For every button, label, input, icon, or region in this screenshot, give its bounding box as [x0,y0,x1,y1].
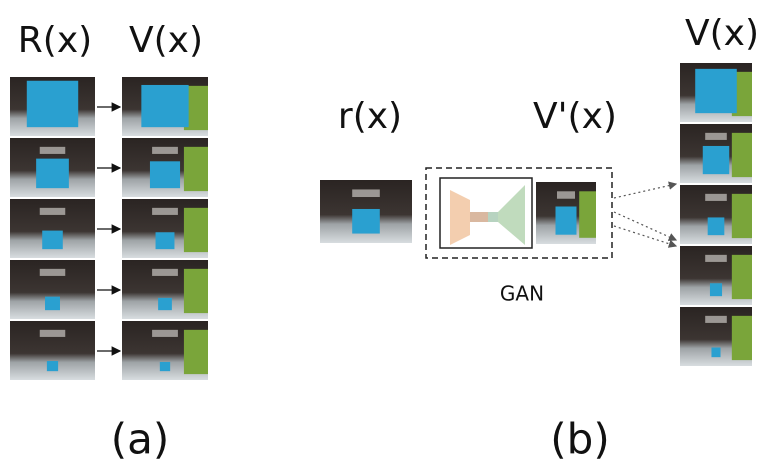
label: V(x) [685,13,759,54]
photo [122,321,208,380]
sofa [184,269,208,313]
label: V'(x) [533,96,617,137]
box [45,297,60,310]
label: V(x) [129,20,203,61]
window [40,330,66,337]
photo [122,77,208,136]
network-icon [450,185,525,245]
box [352,209,380,234]
photo [680,185,752,244]
caption: (b) [550,415,609,464]
box [708,217,725,235]
label: R(x) [18,20,92,61]
box [710,283,722,296]
window [705,194,727,201]
box [150,161,180,188]
photo [680,63,752,122]
box [158,298,172,310]
window [705,255,727,262]
box [27,81,78,127]
sofa [184,208,208,252]
photo [680,307,752,366]
photo [10,138,95,197]
sofa [732,133,752,177]
dotted-arrow [614,212,676,240]
window [705,133,727,140]
sofa [732,316,752,360]
sofa [184,330,208,374]
photo [10,77,95,136]
label: GAN [500,282,544,306]
window [40,208,66,215]
photo [320,180,412,243]
photo [10,260,95,319]
dotted-arrow [614,184,676,198]
window [557,191,575,198]
sofa [184,147,208,191]
box [156,232,175,249]
window [40,147,66,154]
window [152,269,178,276]
window [152,330,178,337]
photo [680,124,752,183]
photo [536,182,596,244]
box [556,206,577,234]
window [705,316,727,323]
label: r(x) [338,96,402,137]
box [47,361,58,371]
box [695,69,737,113]
photo [122,260,208,319]
window [152,208,178,215]
sofa [579,191,596,238]
box [703,146,729,174]
box [141,85,188,127]
dotted-arrow [614,226,676,246]
window [40,269,66,276]
caption: (a) [111,415,170,464]
window [352,189,380,197]
box [160,362,170,371]
figure: R(x) V(x) (a) r(x) V'(x) GAN V(x) (b) [0,0,765,466]
box [36,159,69,189]
sofa [732,194,752,238]
photo [10,199,95,258]
photo [680,246,752,305]
box [711,347,720,357]
photo [122,138,208,197]
box [42,231,63,250]
photo [122,199,208,258]
sofa [732,255,752,299]
window [152,147,178,154]
photo [10,321,95,380]
